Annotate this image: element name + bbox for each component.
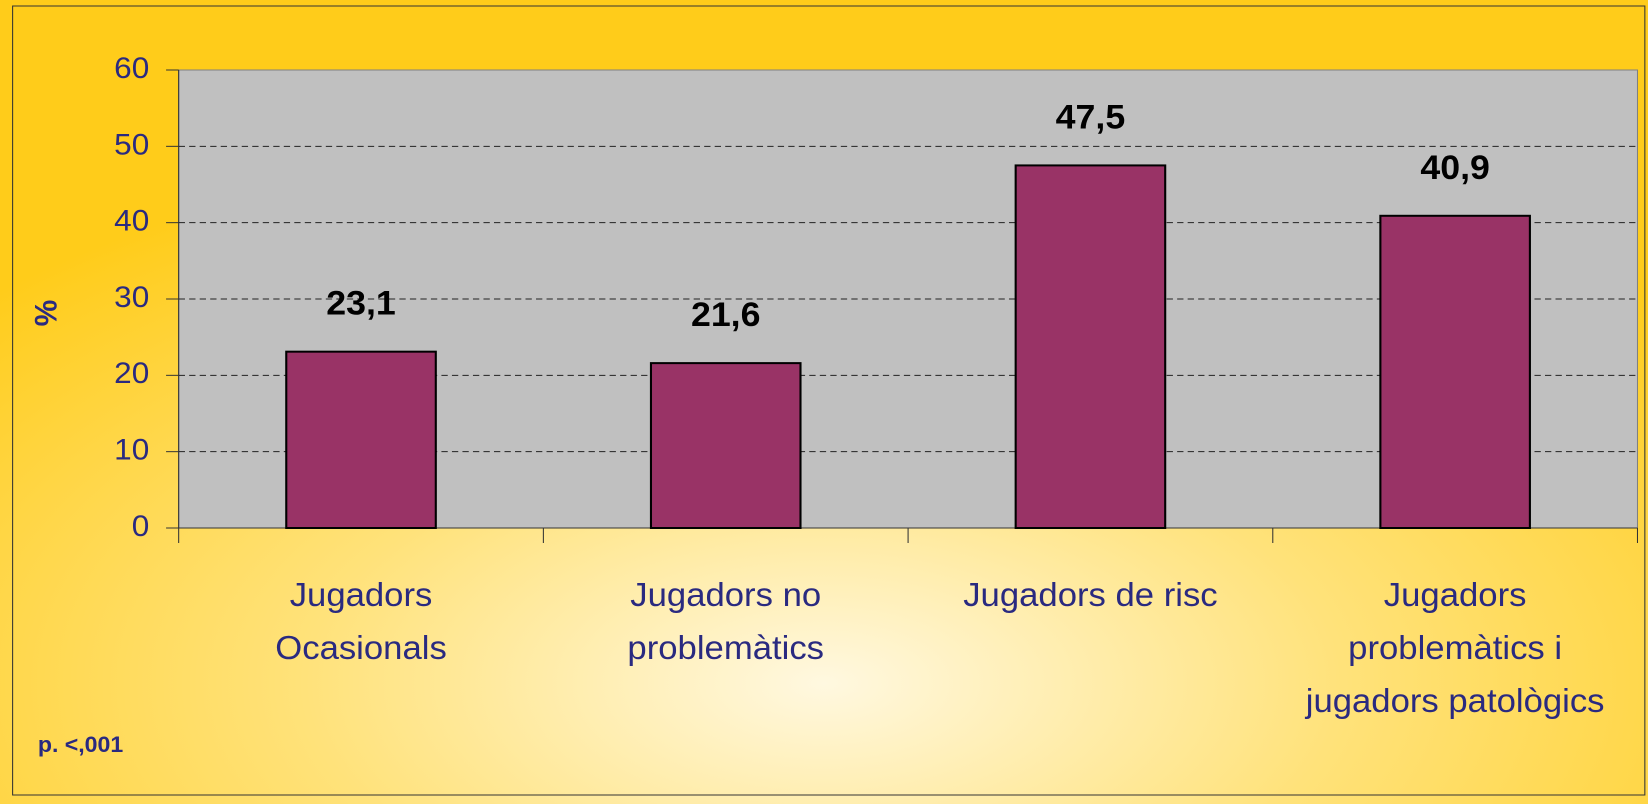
- x-tick-label-line: Jugadors: [1384, 576, 1527, 613]
- y-axis-label: %: [28, 300, 64, 327]
- annotation: p. <,001: [38, 732, 123, 756]
- bar: [285, 350, 437, 530]
- x-tick-label-line: Ocasionals: [275, 629, 447, 666]
- y-tick-label: 40: [114, 203, 149, 237]
- bar: [1014, 164, 1167, 530]
- y-tick-label: 0: [132, 509, 150, 543]
- x-tick-label-line: Jugadors de risc: [963, 576, 1217, 613]
- y-tick-label: 60: [114, 51, 149, 85]
- value-label: 23,1: [326, 284, 396, 322]
- y-tick-label: 10: [114, 432, 149, 466]
- x-tick-label: Jugadors no problemàtics: [627, 576, 824, 666]
- y-tick-label: 20: [114, 356, 149, 390]
- value-label: 40,9: [1420, 149, 1490, 187]
- y-tick-label: 30: [114, 280, 149, 314]
- x-tick-label-line: jugadors patològics: [1305, 682, 1605, 719]
- x-tick-label-line: Jugadors: [290, 576, 433, 613]
- x-tick-label-line: problemàtics i: [1348, 629, 1562, 666]
- x-tick-label: Jugadors problemàtics i jugadors patològic…: [1305, 576, 1605, 719]
- value-label: 47,5: [1056, 98, 1126, 136]
- x-tick-label: Jugadors de risc: [963, 576, 1217, 613]
- frame: [12, 5, 1646, 796]
- y-tick-label: 50: [114, 127, 149, 161]
- bar: [1379, 214, 1531, 529]
- x-tick-label-line: problemàtics: [627, 629, 824, 666]
- x-tick-label: Jugadors Ocasionals: [275, 576, 447, 666]
- value-label: 21,6: [691, 296, 761, 334]
- bar: [649, 362, 802, 529]
- x-tick-label-line: Jugadors no: [630, 576, 821, 613]
